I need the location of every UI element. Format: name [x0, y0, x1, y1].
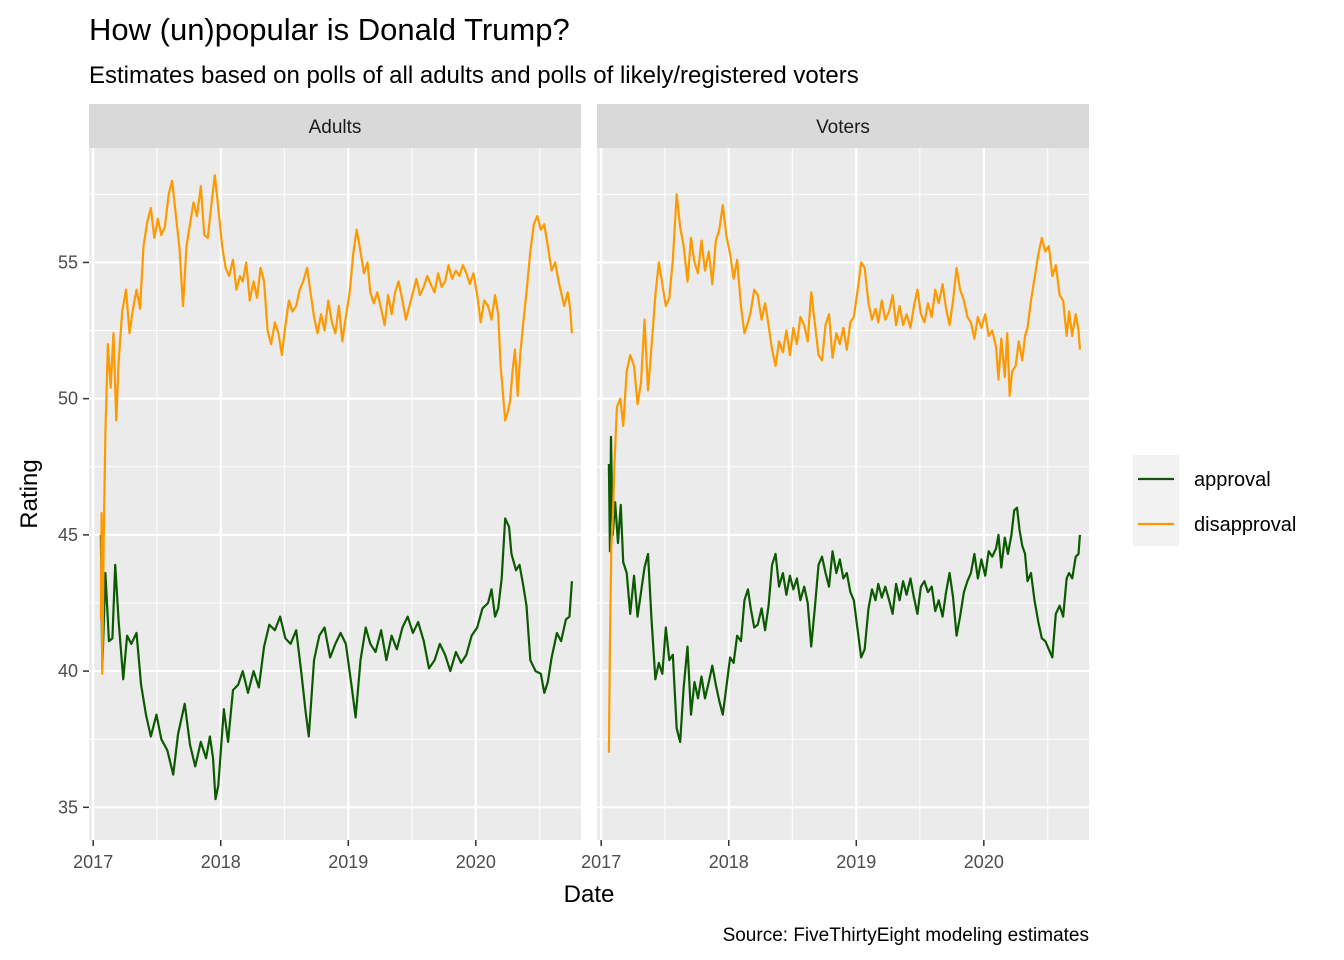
x-tick-label: 2017 [73, 852, 113, 872]
panel-adults: Adults [89, 104, 581, 840]
y-tick-label: 35 [58, 797, 78, 817]
x-axis-title: Date [564, 881, 615, 908]
x-axis: 2017 2018 2019 2020 2017 2018 2019 2020 [73, 840, 1004, 872]
facet-label: Adults [309, 117, 362, 138]
y-tick-label: 45 [58, 525, 78, 545]
x-tick-label: 2018 [201, 852, 241, 872]
facet-strip [597, 104, 1089, 148]
y-axis: 35 40 45 50 55 [58, 252, 89, 817]
legend-label-disapproval: disapproval [1194, 514, 1296, 536]
series-line-disapproval [99, 174, 574, 675]
x-tick-label: 2019 [328, 852, 368, 872]
panel-background [597, 148, 1089, 840]
facet-panels: Adults Voters [89, 104, 1089, 840]
panel-background [89, 148, 581, 840]
chart-caption: Source: FiveThirtyEight modeling estimat… [723, 925, 1089, 946]
facet-label: Voters [816, 117, 870, 138]
y-tick-label: 40 [58, 661, 78, 681]
facet-strip [89, 104, 581, 148]
legend-label-approval: approval [1194, 469, 1271, 491]
x-tick-label: 2020 [964, 852, 1004, 872]
series-line-approval [607, 435, 1082, 744]
x-tick-label: 2018 [709, 852, 749, 872]
chart-subtitle: Estimates based on polls of all adults a… [89, 62, 859, 89]
y-tick-label: 50 [58, 389, 78, 409]
x-tick-label: 2020 [456, 852, 496, 872]
x-tick-label: 2019 [836, 852, 876, 872]
series-line-disapproval [607, 193, 1082, 753]
panel-voters: Voters [597, 104, 1089, 840]
series-line-approval [99, 517, 574, 801]
y-tick-label: 55 [58, 252, 78, 272]
chart-title: How (un)popular is Donald Trump? [89, 12, 570, 47]
x-tick-label: 2017 [581, 852, 621, 872]
legend: approval disapproval [1133, 455, 1296, 546]
y-axis-title: Rating [16, 459, 43, 528]
legend-key-background [1133, 455, 1179, 546]
